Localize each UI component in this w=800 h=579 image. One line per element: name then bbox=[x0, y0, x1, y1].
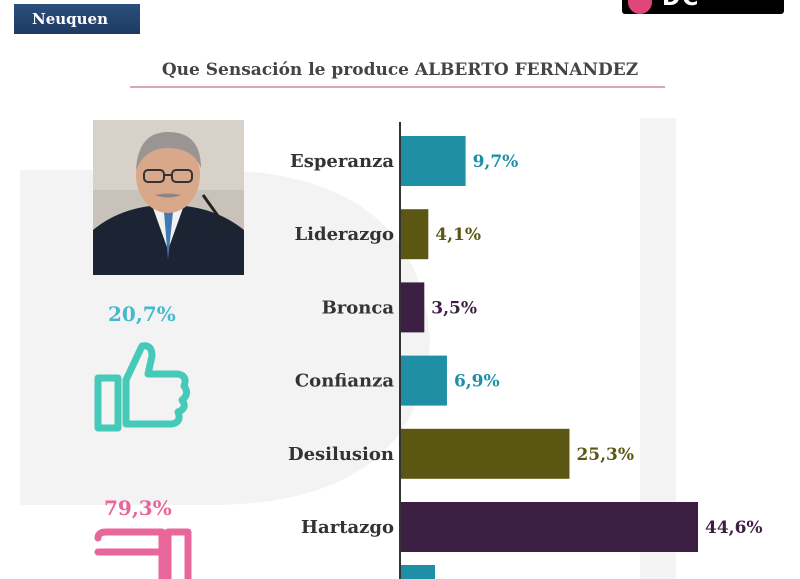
category-label: Bronca bbox=[322, 297, 395, 318]
value-label: 9,7% bbox=[473, 152, 519, 172]
value-label: 6,9% bbox=[454, 372, 500, 392]
brand-logo: DC bbox=[622, 0, 784, 14]
value-label: 3,5% bbox=[431, 298, 477, 318]
category-label: Liderazgo bbox=[295, 224, 395, 245]
value-label: 44,6% bbox=[705, 518, 763, 538]
category-label: Esperanza bbox=[290, 151, 394, 172]
logo-text: DC bbox=[662, 0, 700, 11]
category-label: Confianza bbox=[295, 371, 394, 392]
thumbs-up-icon bbox=[94, 342, 191, 432]
bar-desilusion bbox=[401, 428, 570, 479]
region-tag: Neuquen bbox=[14, 4, 140, 34]
thumbs-down-icon bbox=[94, 528, 192, 579]
bar-esperanza bbox=[401, 136, 466, 186]
bar-liderazgo bbox=[401, 209, 429, 260]
value-label: 25,3% bbox=[576, 445, 634, 465]
category-label: Hartazgo bbox=[301, 517, 394, 538]
title-divider bbox=[130, 86, 665, 88]
politician-photo bbox=[93, 120, 244, 275]
category-label: Desilusion bbox=[288, 444, 394, 465]
bar-confianza bbox=[401, 355, 447, 406]
disapprove-percentage: 79,3% bbox=[104, 496, 172, 520]
chart-title: Que Sensación le produce ALBERTO FERNAND… bbox=[161, 60, 639, 80]
bar-hartazgo bbox=[401, 502, 698, 552]
value-label: 4,1% bbox=[435, 225, 481, 245]
bar-bronca bbox=[401, 282, 425, 333]
bar-cut-off bbox=[401, 565, 435, 579]
logo-circle-icon bbox=[628, 0, 652, 14]
approve-percentage: 20,7% bbox=[108, 302, 176, 326]
